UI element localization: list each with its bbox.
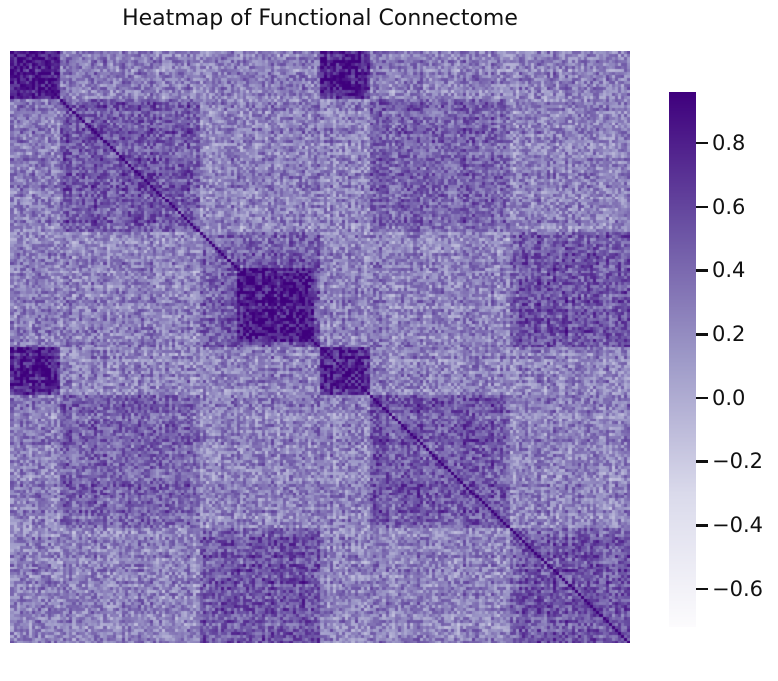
colorbar-tick: −0.2 <box>696 449 776 473</box>
colorbar-tick: 0.6 <box>696 195 776 219</box>
colorbar-tick-mark <box>696 333 708 336</box>
chart-title: Heatmap of Functional Connectome <box>122 6 518 31</box>
colorbar-tick: −0.4 <box>696 513 776 537</box>
colorbar-tick-mark <box>696 460 708 463</box>
colorbar-tick-mark <box>696 396 708 400</box>
colorbar-tick-label: −0.2 <box>712 449 763 474</box>
colorbar-tick-mark <box>696 524 708 527</box>
colorbar-tick-mark <box>696 205 708 209</box>
colorbar-tick-label: −0.4 <box>712 513 763 538</box>
colorbar-tick: 0.4 <box>696 258 776 282</box>
heatmap-matrix <box>10 51 630 643</box>
colorbar-tick-mark <box>696 587 708 591</box>
colorbar-tick-label: 0.6 <box>712 194 746 219</box>
colorbar-tick: 0.0 <box>696 386 776 410</box>
colorbar-tick: 0.2 <box>696 322 776 346</box>
colorbar-tick-label: 0.2 <box>712 322 746 347</box>
colorbar-tick: −0.6 <box>696 577 776 601</box>
colorbar <box>669 92 696 627</box>
colorbar-tick-label: −0.6 <box>712 576 763 601</box>
colorbar-tick-mark <box>696 141 708 145</box>
colorbar-tick-mark <box>696 269 708 272</box>
colorbar-tick-label: 0.0 <box>712 385 746 410</box>
colorbar-tick-label: 0.8 <box>712 130 746 155</box>
colorbar-tick: 0.8 <box>696 131 776 155</box>
colorbar-tick-label: 0.4 <box>712 258 746 283</box>
